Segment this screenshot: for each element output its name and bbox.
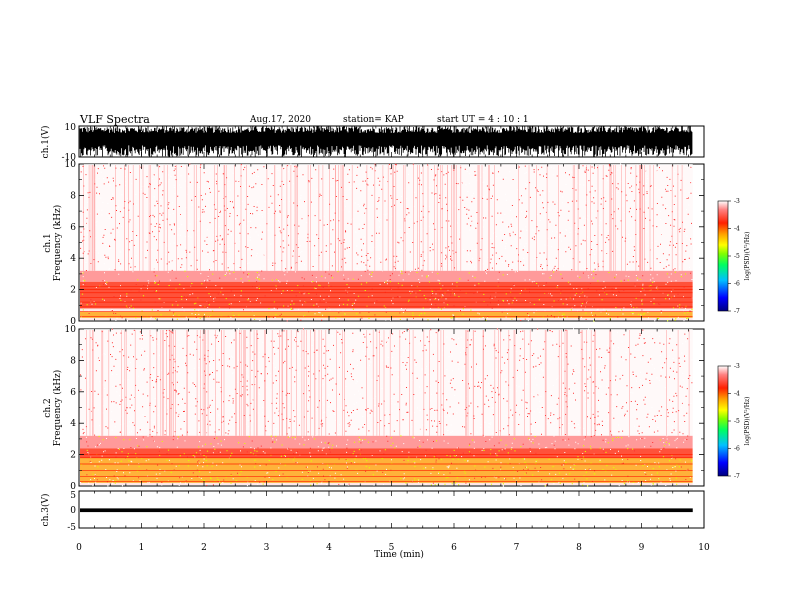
ch2-colorbar-tick-1: -4 [734, 391, 740, 398]
ch1-waveform-trace [79, 126, 693, 157]
ch1-colorbar-tick-2: -5 [734, 253, 740, 260]
ch1-spectrogram-panel: 0 2 4 6 8 10 ch.1 Frequency (kHz) [43, 160, 705, 327]
ch2-colorbar-tick-4: -7 [734, 473, 740, 480]
ch3-waveform-band [80, 508, 693, 513]
figure-title: VLF Spectra [79, 113, 150, 126]
ch1-spectrogram-band-4 [80, 164, 693, 271]
ch2-spectrogram-ytick-4: 8 [70, 356, 76, 366]
time-axis-label: Time (min) [374, 549, 424, 560]
ch1-spectrogram-ytick-0: 0 [70, 317, 76, 327]
ch3-waveform-ylabel: ch.3(V) [40, 494, 51, 527]
ch3-ytick-top: 5 [70, 491, 76, 501]
time-axis-tick-6: 6 [451, 543, 457, 553]
ch3-waveform-trace [80, 508, 693, 513]
ch2-spectrogram-image [80, 328, 703, 487]
time-axis-tick-0: 0 [76, 543, 82, 553]
time-axis-tick-3: 3 [264, 543, 270, 553]
ch1-spectrogram-streaks [83, 165, 683, 271]
ch2-colorbar-tick-3: -6 [734, 446, 740, 453]
ch1-waveform-panel: 10 -10 ch.1(V) [40, 123, 705, 163]
ch2-spectrogram-band-1 [80, 457, 693, 477]
ch1-spectrogram-ylabel-channel: ch.1 [43, 233, 53, 252]
ch2-spectrogram-ytick-1: 2 [70, 451, 76, 461]
ch2-colorbar: -3 -4 -5 -6 -7 log(PSD)(V²/Hz) [717, 363, 751, 480]
ch1-spectrogram-band-3 [80, 270, 693, 282]
ch1-spectrogram-ytick-4: 8 [70, 191, 76, 201]
ch2-spectrogram-ytick-5: 10 [65, 325, 77, 335]
ch1-waveform-ylabel: ch.1(V) [40, 126, 51, 159]
time-axis-tick-8: 8 [576, 543, 582, 553]
ch3-ytick-mid: 0 [70, 506, 76, 516]
ch2-spectrogram-ytick-2: 4 [70, 419, 76, 429]
ch2-spectrogram-ylabel-channel: ch.2 [43, 398, 53, 417]
figure-start-time: start UT = 4 : 10 : 1 [437, 115, 529, 125]
time-axis-tick-4: 4 [326, 543, 332, 553]
ch2-spectrogram-ytick-0: 0 [70, 482, 76, 492]
figure-date: Aug.17, 2020 [249, 115, 311, 125]
time-axis-tick-1: 1 [139, 543, 145, 553]
ch1-ytick-bottom: -10 [62, 153, 77, 163]
ch2-spectrogram-band-0 [80, 476, 693, 483]
ch1-spectrogram-ytick-3: 6 [70, 223, 76, 233]
ch2-colorbar-label: log(PSD)(V²/Hz) [744, 397, 751, 446]
ch2-spectrogram-ylabel-freq: Frequency (kHz) [52, 370, 63, 447]
ch1-spectrogram-band-0 [80, 311, 693, 318]
ch1-spectrogram-band-2 [80, 281, 693, 303]
ch1-spectrogram-ytick-2: 4 [70, 254, 76, 264]
time-axis-tick-9: 9 [639, 543, 645, 553]
ch1-spectrogram-ytick-5: 10 [65, 160, 77, 170]
ch2-spectrogram-panel: 0 2 4 6 8 10 ch.2 Frequency (kHz) [43, 325, 705, 492]
ch1-ytick-top: 10 [65, 123, 77, 133]
ch1-colorbar-tick-0: -3 [734, 198, 740, 205]
ch1-waveform-line [79, 126, 693, 157]
time-axis: 0 1 2 3 4 5 6 7 8 9 10 [76, 126, 710, 553]
ch3-waveform-panel: 5 0 -5 ch.3(V) [40, 490, 705, 533]
ch2-colorbar-tick-0: -3 [734, 363, 740, 370]
ch1-colorbar: -3 -4 -5 -6 -7 log(PSD)(V²/Hz) [717, 198, 751, 315]
time-axis-tick-5: 5 [389, 543, 395, 553]
ch3-ytick-bottom: -5 [67, 523, 76, 533]
figure-station: station= KAP [343, 115, 404, 125]
ch2-colorbar-tick-2: -5 [734, 418, 740, 425]
ch1-spectrogram-ylabel-freq: Frequency (kHz) [52, 205, 63, 282]
time-axis-tick-10: 10 [698, 543, 710, 553]
ch2-spectrogram-streaks [86, 330, 690, 436]
ch2-spectrogram-ytick-3: 6 [70, 388, 76, 398]
ch1-spectrogram-band-1 [80, 302, 693, 309]
ch1-spectrogram-image [80, 163, 703, 322]
ch1-colorbar-tick-1: -4 [734, 226, 740, 233]
ch2-spectrogram-band-3 [80, 435, 693, 449]
time-axis-tick-7: 7 [514, 543, 520, 553]
ch1-spectrogram-ytick-1: 2 [70, 286, 76, 296]
ch2-spectrogram-band-2 [80, 448, 693, 458]
time-axis-tick-2: 2 [201, 543, 207, 553]
ch1-colorbar-tick-3: -6 [734, 281, 740, 288]
ch1-colorbar-label: log(PSD)(V²/Hz) [744, 232, 751, 281]
ch1-colorbar-tick-4: -7 [734, 308, 740, 315]
